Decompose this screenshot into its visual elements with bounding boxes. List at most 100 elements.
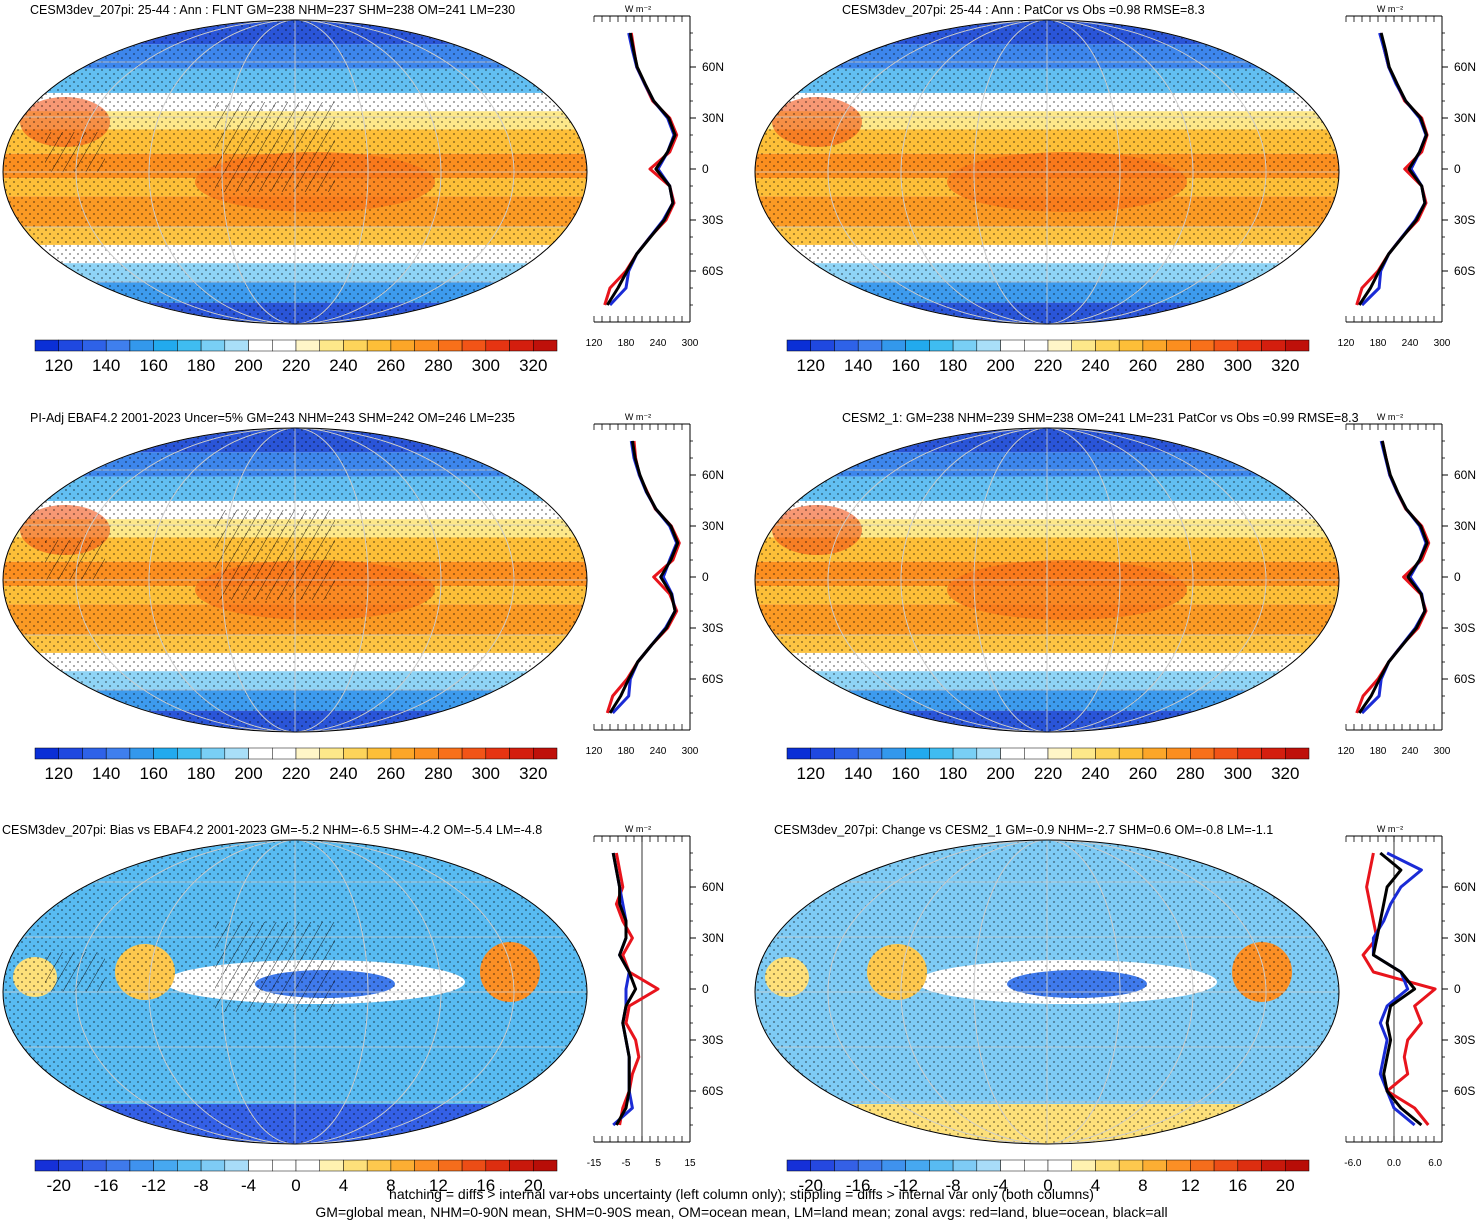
colorbar-swatch xyxy=(34,1159,59,1172)
zonal-lat-tick-label: 60N xyxy=(702,60,724,74)
colorbar-swatch xyxy=(1166,1159,1191,1172)
colorbar-swatch xyxy=(319,747,344,760)
colorbar-swatch xyxy=(786,339,811,352)
zonal-series-all xyxy=(1371,851,1423,1127)
zonal-x-tick-label: 240 xyxy=(650,746,667,757)
colorbar-tick-label: 140 xyxy=(92,356,120,375)
zonal-unit-label: W m⁻² xyxy=(1377,824,1403,834)
map-field xyxy=(755,840,1339,1144)
colorbar-tick-label: -12 xyxy=(893,1176,918,1195)
zonal-lat-tick-label: 30S xyxy=(1454,213,1475,227)
colorbar: -20 -16 -12 -8 -4 0 4 8 12 16 20 xyxy=(34,1159,558,1195)
colorbar-swatch xyxy=(952,1159,978,1172)
zonal-x-tick-label: 300 xyxy=(1434,338,1451,349)
colorbar-swatch xyxy=(1213,747,1239,760)
panel-title: CESM2_1: GM=238 NHM=239 SHM=238 OM=241 L… xyxy=(842,411,1359,425)
colorbar-tick-label: 180 xyxy=(939,764,967,783)
colorbar-swatch xyxy=(1213,339,1239,352)
colorbar-swatch xyxy=(200,747,226,760)
colorbar-swatch xyxy=(509,1159,534,1172)
colorbar-swatch xyxy=(200,1159,226,1172)
colorbar-swatch xyxy=(248,747,273,760)
colorbar-tick-label: 8 xyxy=(1138,1176,1147,1195)
zonal-lat-tick-label: 30S xyxy=(1454,1033,1475,1047)
colorbar-tick-label: 260 xyxy=(377,356,405,375)
colorbar-swatch xyxy=(976,747,1001,760)
colorbar-swatch xyxy=(1142,339,1167,352)
zonal-series-all xyxy=(1358,32,1428,306)
colorbar-swatch xyxy=(1118,747,1144,760)
colorbar-swatch xyxy=(1261,1159,1286,1172)
map-outline xyxy=(2,427,588,733)
colorbar-swatch xyxy=(295,747,320,760)
colorbar-swatch xyxy=(295,1159,320,1172)
zonal-series-land xyxy=(1361,852,1437,1126)
zonal-lat-tick-label: 30N xyxy=(702,519,724,533)
colorbar-tick-label: 260 xyxy=(377,764,405,783)
colorbar-swatch xyxy=(1237,339,1262,352)
zonal-lat-tick-label: 60N xyxy=(1454,468,1476,482)
colorbar-tick-label: 4 xyxy=(1091,1176,1100,1195)
zonal-lat-tick-label: 60N xyxy=(1454,880,1476,894)
colorbar-swatch xyxy=(533,1159,558,1172)
colorbar-tick-label: 120 xyxy=(797,764,825,783)
colorbar-swatch xyxy=(881,747,906,760)
zonal-series-land xyxy=(614,852,660,1126)
colorbar-tick-label: 8 xyxy=(386,1176,395,1195)
zonal-series-all xyxy=(608,440,680,714)
colorbar-swatch xyxy=(857,339,883,352)
zonal-lat-tick-label: 60S xyxy=(1454,1084,1475,1098)
colorbar-swatch xyxy=(224,339,249,352)
colorbar-tick-label: 160 xyxy=(891,356,919,375)
colorbar-tick-label: -8 xyxy=(194,1176,209,1195)
colorbar-tick-label: 12 xyxy=(1181,1176,1200,1195)
colorbar-swatch xyxy=(390,747,415,760)
colorbar-tick-label: 120 xyxy=(45,764,73,783)
panel-title: CESM3dev_207pi: 25-44 : Ann : FLNT GM=23… xyxy=(30,3,515,17)
zonal-lat-tick-label: 60S xyxy=(702,264,723,278)
colorbar-tick-label: 200 xyxy=(986,356,1014,375)
zonal-unit-label: W m⁻² xyxy=(625,4,651,14)
colorbar-tick-label: -16 xyxy=(94,1176,119,1195)
colorbar-swatch xyxy=(533,747,558,760)
colorbar-tick-label: 320 xyxy=(1271,764,1299,783)
zonal-x-tick-label: 300 xyxy=(1434,746,1451,757)
colorbar-swatch xyxy=(438,747,463,760)
colorbar-swatch xyxy=(34,747,59,760)
colorbar-swatch xyxy=(34,339,59,352)
colorbar-swatch xyxy=(1213,1159,1239,1172)
colorbar-tick-label: 0 xyxy=(291,1176,300,1195)
zonal-x-tick-label: 6.0 xyxy=(1428,1158,1442,1169)
zonal-x-tick-label: 0.0 xyxy=(1387,1158,1401,1169)
colorbar-swatch xyxy=(1047,747,1072,760)
colorbar-tick-label: 120 xyxy=(45,356,73,375)
panel-title: PI-Adj EBAF4.2 2001-2023 Uncer=5% GM=243… xyxy=(30,411,515,425)
colorbar-swatch xyxy=(1190,1159,1215,1172)
zonal-x-tick-label: 120 xyxy=(586,338,603,349)
colorbar-tick-label: 300 xyxy=(1224,764,1252,783)
zonal-lat-tick-label: 0 xyxy=(702,570,709,584)
colorbar-swatch xyxy=(881,339,906,352)
colorbar-swatch xyxy=(461,747,487,760)
colorbar-swatch xyxy=(1190,747,1215,760)
colorbar-swatch xyxy=(905,1159,930,1172)
colorbar-swatch xyxy=(177,339,202,352)
colorbar: 120 140 160 180 200 220 240 260 280 300 320 xyxy=(786,339,1310,375)
colorbar-swatch xyxy=(533,339,558,352)
colorbar-swatch xyxy=(1047,339,1072,352)
zonal-lat-tick-label: 60N xyxy=(702,468,724,482)
zonal-lat-tick-label: 60N xyxy=(702,880,724,894)
colorbar-swatch xyxy=(390,339,415,352)
zonal-x-tick-label: 180 xyxy=(618,338,635,349)
zonal-lat-tick-label: 0 xyxy=(702,162,709,176)
colorbar-swatch xyxy=(834,1159,859,1172)
panel-4: CESM2_1: GM=238 NHM=239 SHM=238 OM=241 L… xyxy=(754,411,1476,783)
zonal-mean-panel: W m⁻² 60N 30N 0 30S 60S 120 180 240 300 xyxy=(586,4,724,349)
zonal-x-tick-label: -15 xyxy=(587,1158,602,1169)
zonal-lat-tick-label: 0 xyxy=(1454,162,1461,176)
zonal-lat-tick-label: 60N xyxy=(1454,60,1476,74)
colorbar-tick-label: -4 xyxy=(993,1176,1008,1195)
zonal-x-tick-label: 120 xyxy=(1338,338,1355,349)
colorbar-swatch xyxy=(319,339,344,352)
